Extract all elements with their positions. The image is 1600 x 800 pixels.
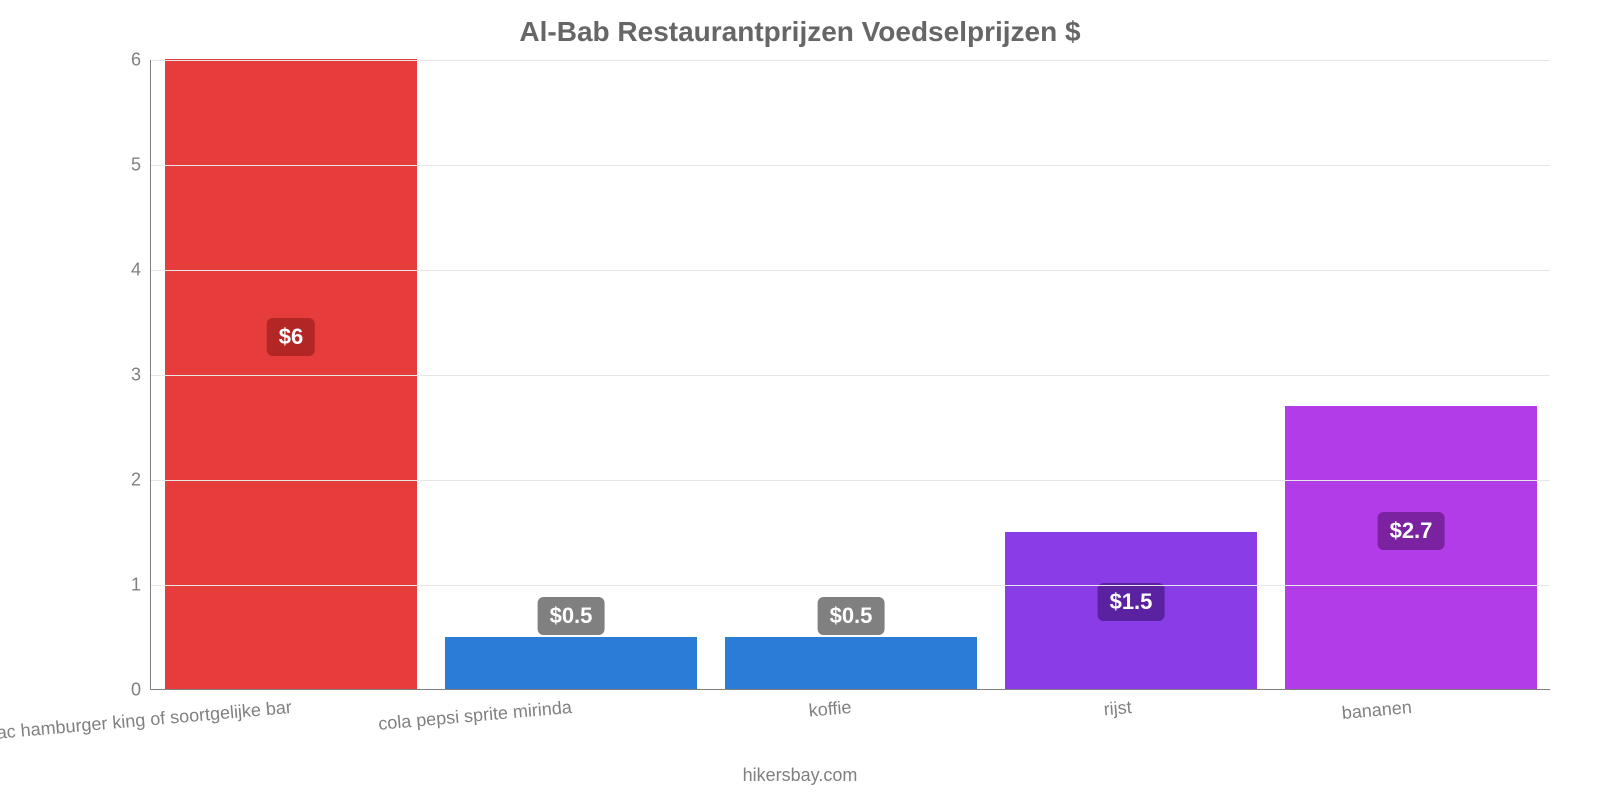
bar-value-label: $2.7 <box>1378 512 1445 550</box>
gridline <box>151 60 1550 61</box>
bar-value-label: $0.5 <box>818 597 885 635</box>
gridline <box>151 270 1550 271</box>
chart-title: Al-Bab Restaurantprijzen Voedselprijzen … <box>0 16 1600 48</box>
x-tick-label: cola pepsi sprite mirinda <box>377 689 573 735</box>
x-tick-label: koffie <box>807 689 852 722</box>
y-tick-label: 5 <box>131 155 151 176</box>
plot-area: $6$0.5$0.5$1.5$2.7 0123456mac hamburger … <box>150 60 1550 690</box>
y-tick-label: 2 <box>131 470 151 491</box>
y-tick-label: 4 <box>131 260 151 281</box>
y-tick-label: 1 <box>131 575 151 596</box>
y-tick-label: 3 <box>131 365 151 386</box>
chart-container: Al-Bab Restaurantprijzen Voedselprijzen … <box>0 0 1600 800</box>
x-tick-label: bananen <box>1340 689 1412 724</box>
gridline <box>151 480 1550 481</box>
y-tick-label: 6 <box>131 50 151 71</box>
gridline <box>151 375 1550 376</box>
gridline <box>151 165 1550 166</box>
chart-credit: hikersbay.com <box>0 765 1600 786</box>
bar <box>165 59 417 689</box>
gridline <box>151 585 1550 586</box>
x-tick-label: rijst <box>1102 689 1132 720</box>
bar <box>725 637 977 690</box>
bar <box>445 637 697 690</box>
y-tick-label: 0 <box>131 680 151 701</box>
bar-value-label: $6 <box>267 318 315 356</box>
bar-value-label: $1.5 <box>1098 583 1165 621</box>
bar-value-label: $0.5 <box>538 597 605 635</box>
